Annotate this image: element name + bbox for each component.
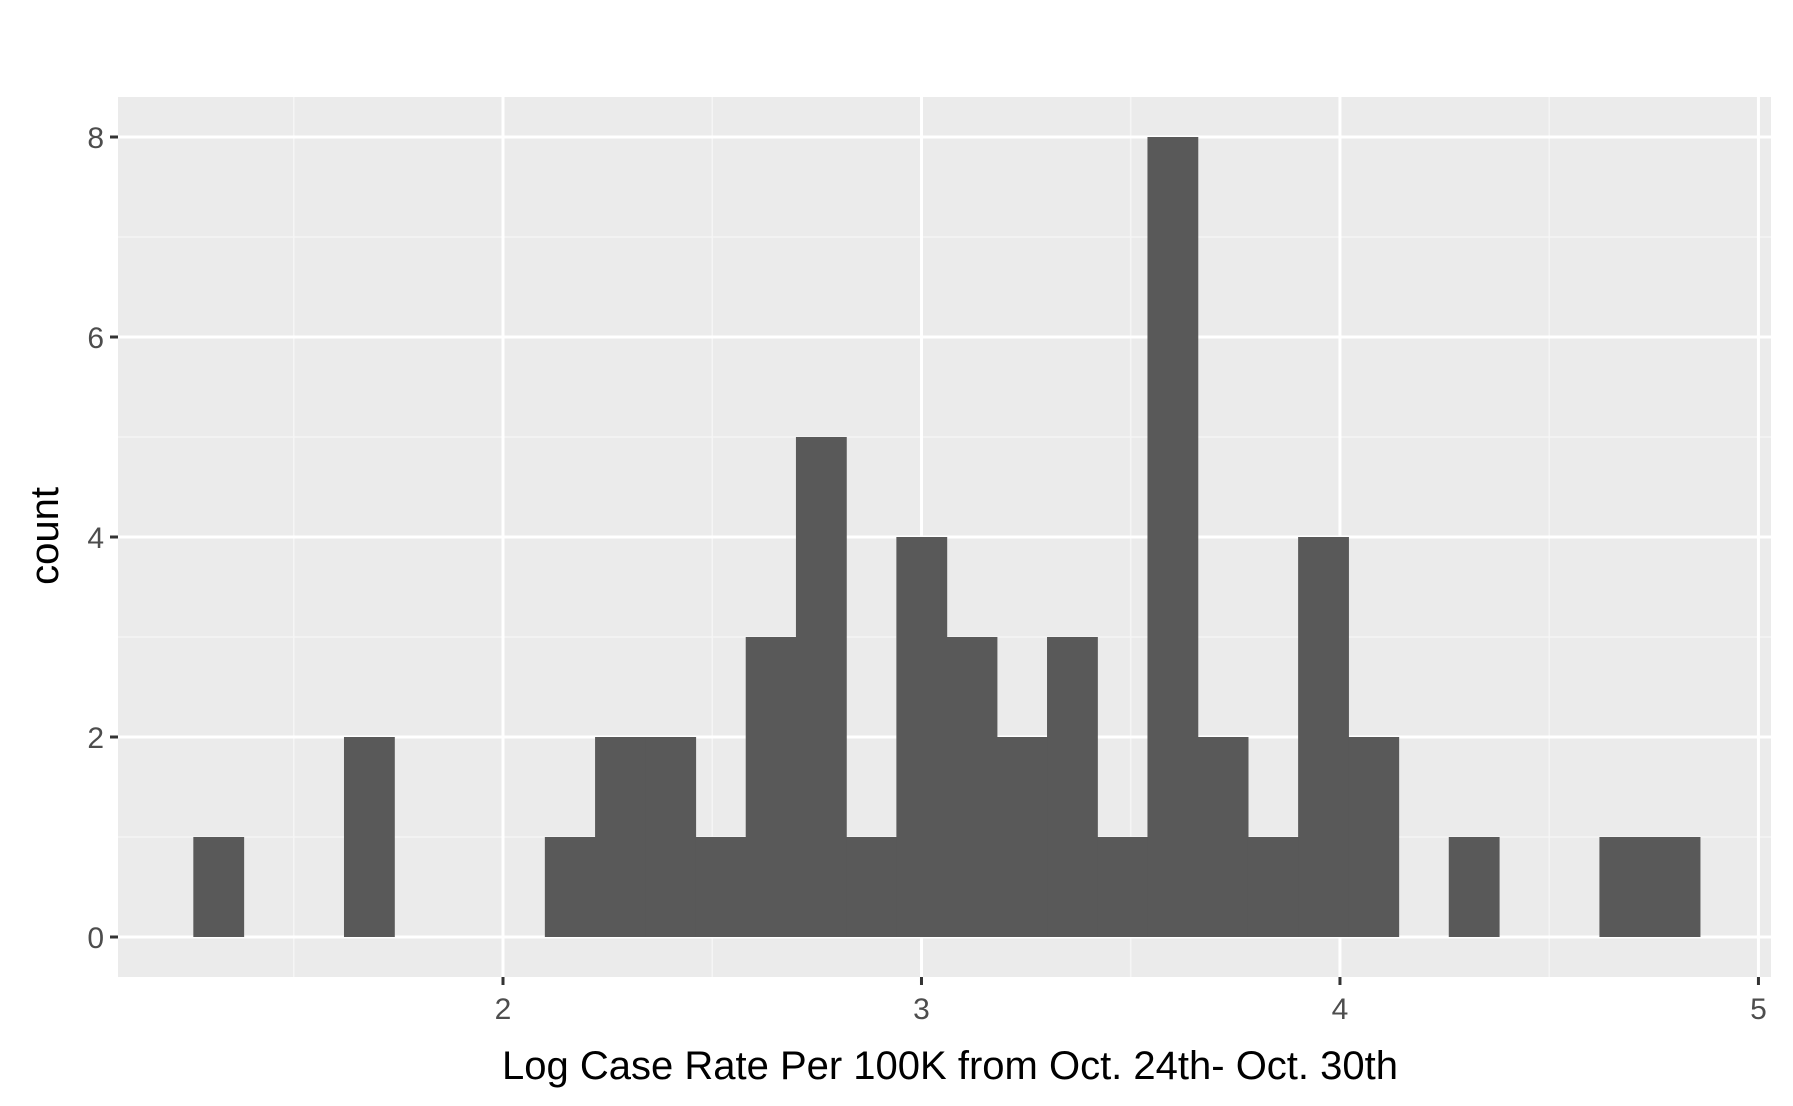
x-tick-label: 5 — [1750, 993, 1767, 1026]
histogram-bar — [1348, 737, 1400, 937]
histogram-bar — [595, 737, 646, 937]
histogram-bar — [1599, 837, 1651, 937]
histogram-bar — [1247, 837, 1299, 937]
x-tick-label: 3 — [913, 993, 930, 1026]
histogram-bar — [1047, 637, 1098, 937]
histogram-bar — [846, 837, 897, 937]
histogram-bar — [1448, 837, 1500, 937]
x-tick-label: 2 — [495, 993, 512, 1026]
y-axis-title: count — [23, 487, 67, 585]
y-tick-label: 0 — [87, 922, 104, 955]
x-axis: 2 3 4 5 — [495, 977, 1767, 1026]
histogram-bar — [745, 637, 797, 937]
y-tick-label: 8 — [87, 122, 104, 155]
histogram-bar — [193, 837, 245, 937]
histogram-bar — [1298, 537, 1349, 937]
histogram-bar — [1197, 737, 1249, 937]
histogram-bar — [795, 437, 847, 937]
y-tick-label: 6 — [87, 322, 104, 355]
histogram-bar — [695, 837, 747, 937]
histogram-bars — [193, 137, 1701, 937]
histogram-bar — [1147, 137, 1199, 937]
x-axis-title: Log Case Rate Per 100K from Oct. 24th- O… — [502, 1044, 1398, 1088]
y-axis: 0 2 4 6 8 — [87, 122, 118, 955]
histogram-bar — [1097, 837, 1149, 937]
histogram-bar — [996, 737, 1048, 937]
y-tick-label: 2 — [87, 722, 104, 755]
y-tick-label: 4 — [87, 522, 104, 555]
histogram-bar — [946, 637, 998, 937]
histogram-bar — [343, 737, 395, 937]
histogram-bar — [544, 837, 596, 937]
x-tick-label: 4 — [1332, 993, 1349, 1026]
histogram-bar — [1649, 837, 1701, 937]
histogram-bar — [645, 737, 697, 937]
histogram-bar — [896, 537, 948, 937]
